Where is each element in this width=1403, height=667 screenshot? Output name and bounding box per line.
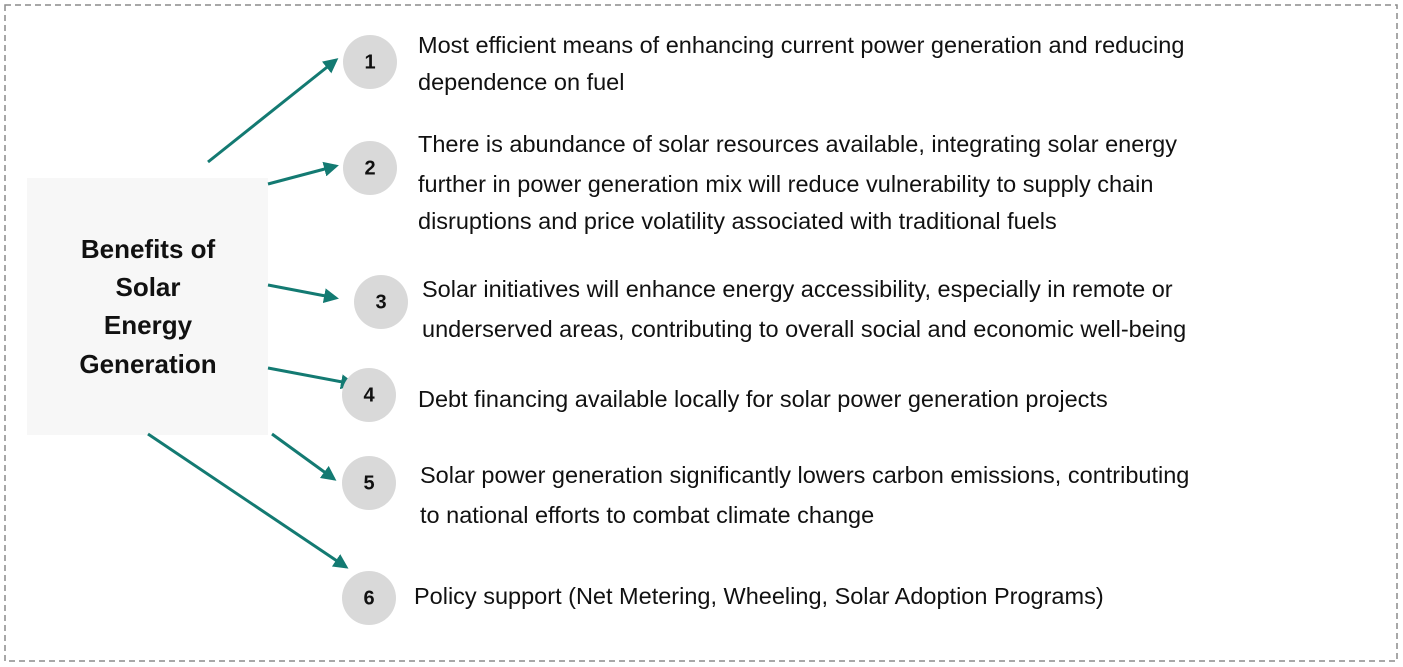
item-number: 2 [364,157,375,179]
item-number: 4 [363,384,375,406]
item-number: 3 [375,291,386,313]
title-line: Energy [104,310,193,340]
number-badge [343,35,397,89]
number-badge [342,571,396,625]
number-badge [343,141,397,195]
item-number: 5 [363,472,374,494]
item-text: further in power generation mix will red… [418,171,1153,197]
item-text: Most efficient means of enhancing curren… [418,32,1184,58]
frame [4,4,1398,662]
item-text: Debt financing available locally for sol… [418,386,1108,412]
item-text: Solar power generation significantly low… [420,462,1189,488]
title-line: Solar [115,272,180,302]
item-text: There is abundance of solar resources av… [418,131,1177,157]
item-text: underserved areas, contributing to overa… [422,316,1186,342]
number-badge [354,275,408,329]
item-number: 6 [363,587,374,609]
item-text: dependence on fuel [418,69,624,95]
arrows [147,58,356,569]
number-badge [342,456,396,510]
item-text: disruptions and price volatility associa… [418,208,1057,234]
item-number: 1 [364,51,375,73]
item-text: Policy support (Net Metering, Wheeling, … [414,583,1104,609]
number-badge [342,368,396,422]
item-text: to national efforts to combat climate ch… [420,502,874,528]
title-box [27,178,268,435]
title-line: Benefits of [81,234,216,264]
item-text: Solar initiatives will enhance energy ac… [422,276,1173,302]
title-line: Generation [79,349,216,379]
